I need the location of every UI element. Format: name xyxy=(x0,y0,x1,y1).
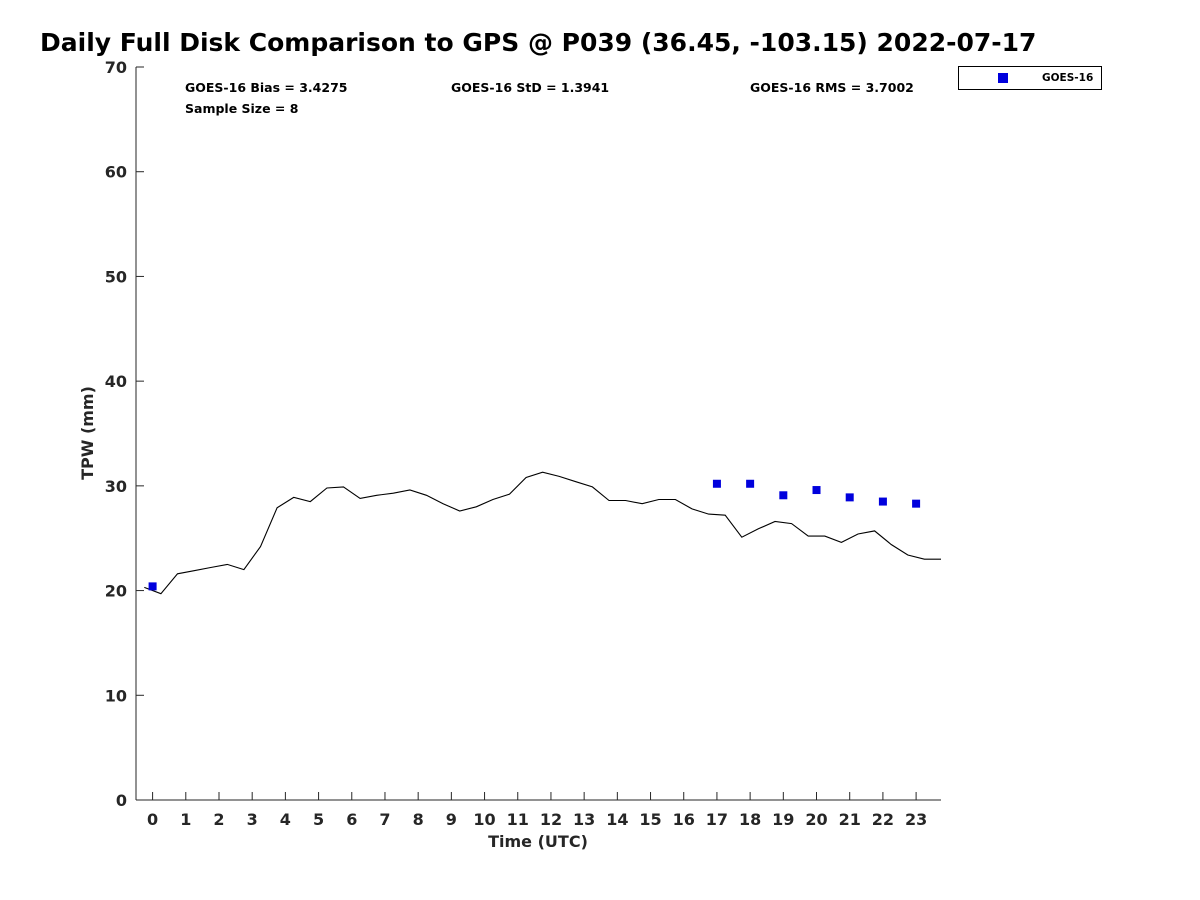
legend: GOES-16 xyxy=(958,66,1102,90)
stat-rms: GOES-16 RMS = 3.7002 xyxy=(750,80,914,95)
y-tick-label: 30 xyxy=(105,477,127,496)
legend-box xyxy=(958,66,1102,90)
x-tick-label: 12 xyxy=(540,810,562,829)
x-tick-label: 2 xyxy=(213,810,224,829)
x-tick-label: 20 xyxy=(805,810,827,829)
y-axis-label: TPW (mm) xyxy=(78,386,97,480)
y-tick-label: 70 xyxy=(105,58,127,77)
x-tick-label: 1 xyxy=(180,810,191,829)
goes16-point xyxy=(878,497,887,506)
y-tick-label: 0 xyxy=(116,791,127,810)
x-tick-label: 8 xyxy=(413,810,424,829)
x-tick-label: 6 xyxy=(346,810,357,829)
stat-bias: GOES-16 Bias = 3.4275 xyxy=(185,80,347,95)
y-tick-label: 50 xyxy=(105,267,127,286)
stat-std: GOES-16 StD = 1.3941 xyxy=(451,80,609,95)
y-tick-label: 10 xyxy=(105,686,127,705)
goes16-point xyxy=(812,486,821,495)
goes16-point xyxy=(712,479,721,488)
y-tick-label: 60 xyxy=(105,163,127,182)
stat-sample-size: Sample Size = 8 xyxy=(185,101,298,116)
x-tick-label: 4 xyxy=(280,810,291,829)
x-tick-label: 10 xyxy=(473,810,495,829)
y-tick-label: 40 xyxy=(105,372,127,391)
gps-line-series xyxy=(144,471,941,595)
x-tick-label: 21 xyxy=(839,810,861,829)
goes16-point xyxy=(845,493,854,502)
x-tick-label: 22 xyxy=(872,810,894,829)
x-tick-label: 9 xyxy=(446,810,457,829)
x-tick-label: 17 xyxy=(706,810,728,829)
x-axis-label: Time (UTC) xyxy=(488,832,588,851)
chart-title: Daily Full Disk Comparison to GPS @ P039… xyxy=(40,28,1037,57)
x-tick-label: 23 xyxy=(905,810,927,829)
goes16-point xyxy=(912,499,921,508)
x-tick-label: 18 xyxy=(739,810,761,829)
legend-label-goes16: GOES-16 xyxy=(1042,72,1093,84)
x-tick-label: 19 xyxy=(772,810,794,829)
gps-tpw-line xyxy=(144,471,941,595)
goes16-point xyxy=(779,491,788,500)
x-tick-label: 16 xyxy=(673,810,695,829)
y-tick-label: 20 xyxy=(105,582,127,601)
x-tick-label: 0 xyxy=(147,810,158,829)
x-tick-label: 11 xyxy=(507,810,529,829)
x-tick-label: 13 xyxy=(573,810,595,829)
legend-marker-goes16 xyxy=(998,73,1008,83)
x-tick-label: 15 xyxy=(639,810,661,829)
goes16-point xyxy=(148,582,157,591)
goes16-scatter-series xyxy=(148,479,921,591)
x-tick-label: 3 xyxy=(247,810,258,829)
goes16-point xyxy=(746,479,755,488)
x-tick-label: 7 xyxy=(379,810,390,829)
x-tick-label: 5 xyxy=(313,810,324,829)
x-tick-label: 14 xyxy=(606,810,628,829)
